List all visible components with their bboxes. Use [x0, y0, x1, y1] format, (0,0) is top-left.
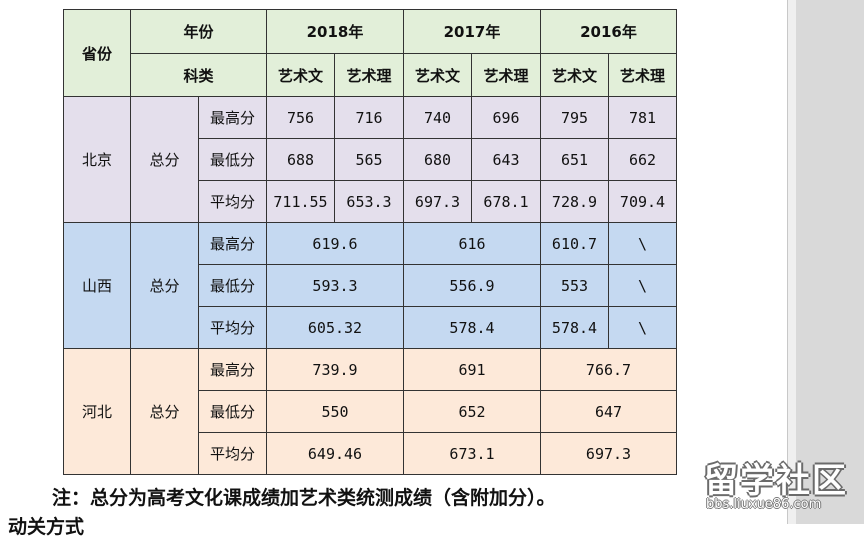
score-cell: 697.3	[540, 432, 677, 475]
header-category: 科类	[130, 53, 267, 97]
row-label: 平均分	[198, 180, 267, 223]
score-cell: 709.4	[608, 180, 677, 223]
score-cell: 740	[403, 96, 472, 139]
header-province: 省份	[63, 9, 131, 97]
score-cell: 652	[403, 390, 541, 433]
score-cell: 619.6	[266, 222, 404, 265]
score-type-cell: 总分	[130, 348, 199, 475]
score-cell: 781	[608, 96, 677, 139]
score-cell: 795	[540, 96, 609, 139]
row-label: 最高分	[198, 348, 267, 391]
header-year-2018: 2018年	[266, 9, 404, 54]
score-cell: 739.9	[266, 348, 404, 391]
row-label: 平均分	[198, 306, 267, 349]
score-cell: 696	[471, 96, 541, 139]
header-year-2016: 2016年	[540, 9, 677, 54]
score-cell: 691	[403, 348, 541, 391]
row-label: 最高分	[198, 96, 267, 139]
score-cell: 688	[266, 138, 335, 181]
score-cell: 610.7	[540, 222, 609, 265]
watermark-title: 留学社区	[704, 461, 848, 501]
row-label: 最高分	[198, 222, 267, 265]
row-label: 最低分	[198, 264, 267, 307]
score-cell: 756	[266, 96, 335, 139]
score-cell: 651	[540, 138, 609, 181]
score-cell: 556.9	[403, 264, 541, 307]
page-edge	[787, 0, 796, 524]
header-subject: 艺术文	[403, 53, 472, 97]
score-cell: 766.7	[540, 348, 677, 391]
score-cell: 711.55	[266, 180, 335, 223]
footnote-cut-line: 动关方式	[8, 516, 85, 538]
score-cell: 653.3	[334, 180, 404, 223]
score-cell: 678.1	[471, 180, 541, 223]
score-cell: \	[608, 306, 677, 349]
province-cell-shanxi: 山西	[63, 222, 131, 349]
score-cell: 565	[334, 138, 404, 181]
score-cell: 578.4	[403, 306, 541, 349]
score-cell: 616	[403, 222, 541, 265]
score-cell: 578.4	[540, 306, 609, 349]
score-type-cell: 总分	[130, 222, 199, 349]
score-cell: 593.3	[266, 264, 404, 307]
score-cell: 550	[266, 390, 404, 433]
header-subject: 艺术理	[334, 53, 404, 97]
score-cell: 553	[540, 264, 609, 307]
score-type-cell: 总分	[130, 96, 199, 223]
score-table: 省份 年份 2018年 2017年 2016年 科类 艺术文 艺术理 艺术文 艺…	[63, 9, 677, 475]
province-cell-hebei: 河北	[63, 348, 131, 475]
score-cell: 605.32	[266, 306, 404, 349]
score-cell: 649.46	[266, 432, 404, 475]
site-watermark: 留学社区 bbs.liuxue86.com	[694, 453, 864, 524]
score-cell: 647	[540, 390, 677, 433]
header-year-2017: 2017年	[403, 9, 541, 54]
score-cell: \	[608, 222, 677, 265]
score-cell: 716	[334, 96, 404, 139]
row-label: 平均分	[198, 432, 267, 475]
row-label: 最低分	[198, 138, 267, 181]
header-year: 年份	[130, 9, 267, 54]
score-cell: 643	[471, 138, 541, 181]
score-cell: 697.3	[403, 180, 472, 223]
footnote: 注：总分为高考文化课成绩加艺术类统测成绩（含附加分）。	[52, 487, 556, 509]
row-label: 最低分	[198, 390, 267, 433]
score-cell: 680	[403, 138, 472, 181]
watermark-url: bbs.liuxue86.com	[706, 497, 822, 512]
header-subject: 艺术理	[608, 53, 677, 97]
header-subject: 艺术理	[471, 53, 541, 97]
score-cell: 662	[608, 138, 677, 181]
score-cell: 673.1	[403, 432, 541, 475]
header-subject: 艺术文	[266, 53, 335, 97]
score-cell: \	[608, 264, 677, 307]
province-cell-beijing: 北京	[63, 96, 131, 223]
score-cell: 728.9	[540, 180, 609, 223]
right-gray-margin	[796, 0, 864, 524]
header-subject: 艺术文	[540, 53, 609, 97]
